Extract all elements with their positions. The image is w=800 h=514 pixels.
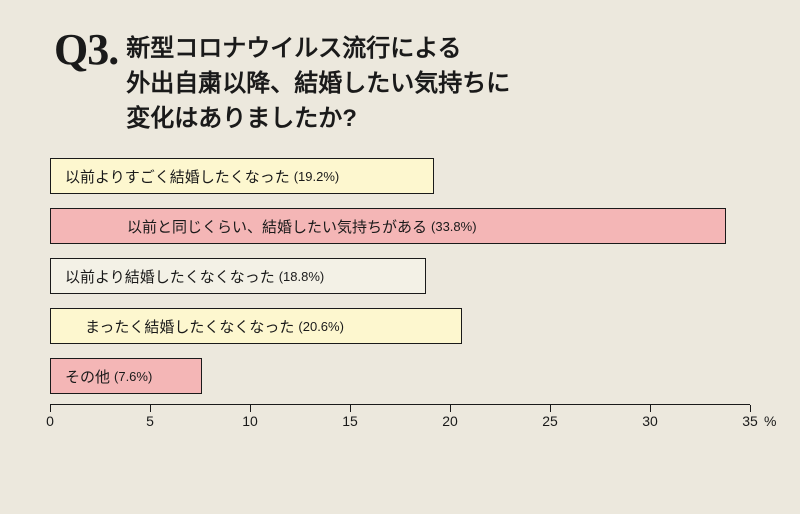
axis-tick (550, 405, 551, 412)
bar: 以前よりすごく結婚したくなった (19.2%) (50, 158, 434, 194)
bar-label: その他 (65, 366, 110, 387)
bar-label: 以前よりすごく結婚したくなった (65, 166, 290, 187)
axis-tick (350, 405, 351, 412)
bar-label: 以前より結婚したくなくなった (65, 266, 275, 287)
axis-tick-label: 0 (46, 413, 54, 429)
bar-percent: (18.8%) (279, 269, 325, 284)
axis-tick-label: 5 (146, 413, 154, 429)
axis-tick (650, 405, 651, 412)
axis-tick-label: 25 (542, 413, 558, 429)
axis-tick (750, 405, 751, 412)
question-number-text: Q3 (54, 25, 108, 74)
bar-slot: 以前よりすごく結婚したくなった (19.2%) (50, 158, 750, 194)
question-text: 新型コロナウイルス流行による 外出自粛以降、結婚したい気持ちに 変化はありました… (126, 32, 510, 136)
bar-percent: (7.6%) (114, 369, 152, 384)
question-number: Q3. (54, 28, 118, 72)
bar-label: まったく結婚したくなくなった (85, 316, 294, 337)
bar-chart: 以前よりすごく結婚したくなった (19.2%) 以前と同じくらい、結婚したい気持ち… (50, 158, 750, 433)
bar-slot: まったく結婚したくなくなった (20.6%) (50, 308, 750, 344)
axis-tick (250, 405, 251, 412)
page-root: Q3. 新型コロナウイルス流行による 外出自粛以降、結婚したい気持ちに 変化はあ… (0, 0, 800, 514)
bar-slot: 以前と同じくらい、結婚したい気持ちがある (33.8%) (50, 208, 750, 244)
bar-percent: (33.8%) (431, 219, 477, 234)
bar: 以前より結婚したくなくなった (18.8%) (50, 258, 426, 294)
axis-tick-label: 30 (642, 413, 658, 429)
axis-unit-label: % (764, 413, 776, 429)
bar-slot: その他 (7.6%) (50, 358, 750, 394)
bar: まったく結婚したくなくなった (20.6%) (50, 308, 462, 344)
axis-tick-label: 15 (342, 413, 358, 429)
axis-tick (450, 405, 451, 412)
bar: その他 (7.6%) (50, 358, 202, 394)
x-axis-ticks: 05101520253035% (50, 405, 750, 433)
bar-slot: 以前より結婚したくなくなった (18.8%) (50, 258, 750, 294)
bar: 以前と同じくらい、結婚したい気持ちがある (33.8%) (50, 208, 726, 244)
chart-plot-area: 以前よりすごく結婚したくなった (19.2%) 以前と同じくらい、結婚したい気持ち… (50, 158, 750, 394)
bar-label: 以前と同じくらい、結婚したい気持ちがある (127, 216, 427, 237)
bar-percent: (20.6%) (298, 319, 344, 334)
axis-tick-label: 10 (242, 413, 258, 429)
axis-tick (50, 405, 51, 412)
axis-tick-label: 35 (742, 413, 758, 429)
question-number-dot: . (108, 25, 118, 74)
bar-percent: (19.2%) (294, 169, 340, 184)
question-block: Q3. 新型コロナウイルス流行による 外出自粛以降、結婚したい気持ちに 変化はあ… (54, 28, 764, 136)
axis-tick-label: 20 (442, 413, 458, 429)
axis-tick (150, 405, 151, 412)
